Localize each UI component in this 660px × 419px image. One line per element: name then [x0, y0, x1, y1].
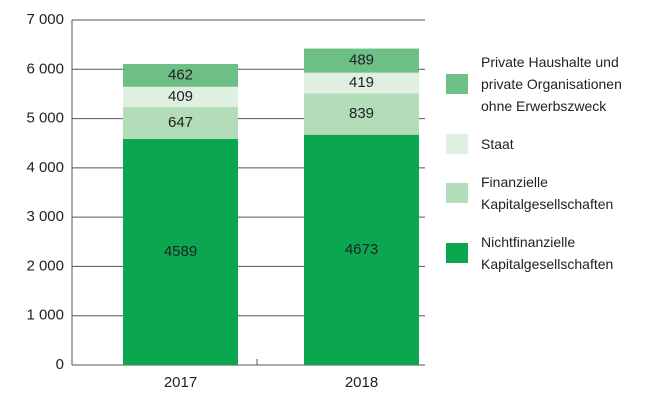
legend-label: Nichtfinanzielle Kapitalgesellschaften [481, 234, 614, 272]
y-tick-label: 7 000 [26, 11, 64, 28]
bar-segment [123, 64, 238, 87]
data-label: 839 [349, 105, 374, 122]
bar-segment [123, 106, 238, 139]
y-tick-label: 5 000 [26, 110, 64, 127]
legend-label: Finanzielle Kapitalgesellschaften [481, 174, 614, 212]
legend-swatch [446, 243, 468, 263]
legend-item: Private Haushalte und private Organisati… [446, 51, 656, 117]
bar-segment [304, 93, 419, 135]
legend-item: Finanzielle Kapitalgesellschaften [446, 171, 656, 215]
legend-item: Nichtfinanzielle Kapitalgesellschaften [446, 231, 656, 275]
data-label: 462 [168, 66, 193, 83]
y-tick-label: 2 000 [26, 257, 64, 274]
bar-segment [304, 72, 419, 94]
data-label: 4673 [345, 241, 378, 258]
bar-segment [123, 86, 238, 107]
data-label: 419 [349, 74, 374, 91]
bar-segment [304, 134, 419, 365]
x-tick-label: 2017 [164, 374, 197, 391]
data-label: 4589 [164, 243, 197, 260]
legend: Private Haushalte und private Organisati… [446, 51, 656, 275]
y-tick-label: 1 000 [26, 307, 64, 324]
y-tick-label: 0 [56, 356, 64, 373]
x-tick-label: 2018 [345, 374, 378, 391]
legend-item: Staat [446, 133, 656, 155]
bar-segment [304, 48, 419, 73]
bar-segment [123, 138, 238, 365]
y-tick-label: 3 000 [26, 208, 64, 225]
legend-swatch [446, 183, 468, 203]
y-tick-label: 4 000 [26, 159, 64, 176]
legend-swatch [446, 134, 468, 154]
legend-label: Staat [481, 136, 514, 152]
data-label: 647 [168, 114, 193, 131]
data-label: 409 [168, 88, 193, 105]
legend-swatch [446, 74, 468, 94]
data-label: 489 [349, 52, 374, 69]
y-tick-label: 6 000 [26, 60, 64, 77]
legend-label: Private Haushalte und private Organisati… [481, 54, 622, 114]
